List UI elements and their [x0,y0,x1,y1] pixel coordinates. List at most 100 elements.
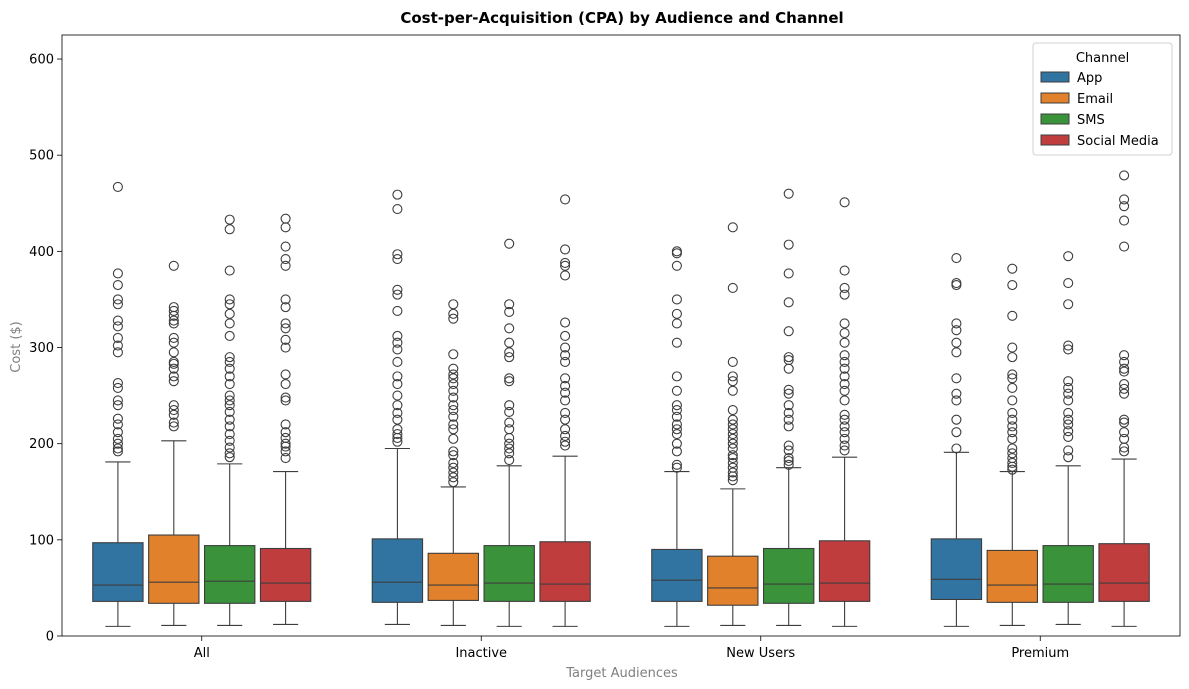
outlier-point [392,414,403,425]
outlier-point [504,238,515,249]
outlier-point [1063,452,1074,463]
outlier-point [1007,414,1018,425]
outlier-point [224,294,235,305]
outlier-point [168,371,179,382]
outlier-point [224,356,235,367]
outlier-point [224,363,235,374]
outlier-point [224,352,235,363]
outlier-point [280,342,291,353]
outlier-point [280,241,291,252]
chart-title: Cost-per-Acquisition (CPA) by Audience a… [400,9,843,27]
outlier-point [783,400,794,411]
legend-swatch [1040,71,1070,83]
outlier-point [504,424,515,435]
outlier-point [671,337,682,348]
outlier-point [112,382,123,393]
outlier-point [224,371,235,382]
outlier-point [783,455,794,467]
outlier-point [448,385,459,396]
outlier-point [1119,433,1130,444]
outlier-point [727,453,738,464]
box-iqr [483,545,535,602]
outlier-point [1119,383,1130,394]
outlier-point [671,446,682,457]
outlier-point [392,356,403,367]
outlier-point [1007,352,1018,363]
legend-entry-label: Social Media [1077,134,1159,149]
outlier-point [839,337,850,348]
outlier-point [112,400,123,411]
outlier-point [448,369,459,380]
outlier-point [671,404,682,416]
outlier-point [168,363,179,374]
outlier-point [1063,407,1074,418]
outlier-point [448,457,459,468]
outlier-point [671,371,682,382]
outlier-point [280,254,291,265]
legend-entry-label: SMS [1077,113,1105,128]
outlier-point [392,289,403,300]
outlier-point [1119,388,1130,399]
outlier-point [839,379,850,390]
outlier-point [168,260,179,271]
outlier-point [839,356,850,367]
y-tick-label: 200 [29,437,54,452]
outlier-point [224,224,235,235]
y-tick-label: 100 [29,533,54,548]
outlier-point [168,400,179,411]
outlier-point [448,308,459,319]
outlier-point [224,395,235,406]
outlier-point [671,248,682,259]
outlier-point [783,239,794,250]
outlier-point [504,352,515,363]
outlier-point [112,299,123,310]
outlier-point [839,409,850,420]
outlier-point [280,260,291,271]
outlier-point [783,414,794,425]
x-tick-label: New Users [726,646,795,661]
outlier-point [671,308,682,319]
outlier-point [1007,342,1018,353]
box-iqr [148,534,200,604]
outlier-point [951,325,962,336]
outlier-point [560,330,571,342]
y-axis-title: Cost ($) [9,321,24,372]
outlier-point [783,326,794,337]
outlier-point [560,244,571,255]
outlier-point [168,337,179,348]
outlier-point [112,279,123,291]
outlier-point [560,407,571,418]
outlier-point [1063,344,1074,355]
outlier-point [504,417,515,428]
box-iqr [259,547,312,602]
outlier-point [1007,279,1018,291]
outlier-point [671,260,682,271]
outlier-point [504,448,515,459]
outlier-point [1007,263,1018,274]
outlier-point [783,268,794,279]
outlier-point [1007,310,1018,321]
y-tick-label: 400 [29,245,54,260]
outlier-point [112,433,123,444]
outlier-point [280,419,291,430]
outlier-point [671,411,682,422]
outlier-point [448,462,459,473]
outlier-point [1063,251,1074,262]
box-iqr [986,549,1039,603]
outlier-point [727,222,738,233]
legend-frame [1032,42,1173,156]
outlier-point [504,443,515,454]
outlier-point [951,414,962,425]
outlier-point [783,352,794,363]
outlier-point [1007,433,1018,444]
y-tick-label: 600 [29,53,54,68]
outlier-point [112,347,123,358]
legend-entry-label: App [1077,71,1102,86]
outlier-point [392,390,403,401]
outlier-point [224,308,235,319]
outlier-point [224,379,235,390]
outlier-point [112,438,123,449]
outlier-point [280,213,291,224]
outlier-point [839,427,850,438]
outlier-point [783,354,794,366]
